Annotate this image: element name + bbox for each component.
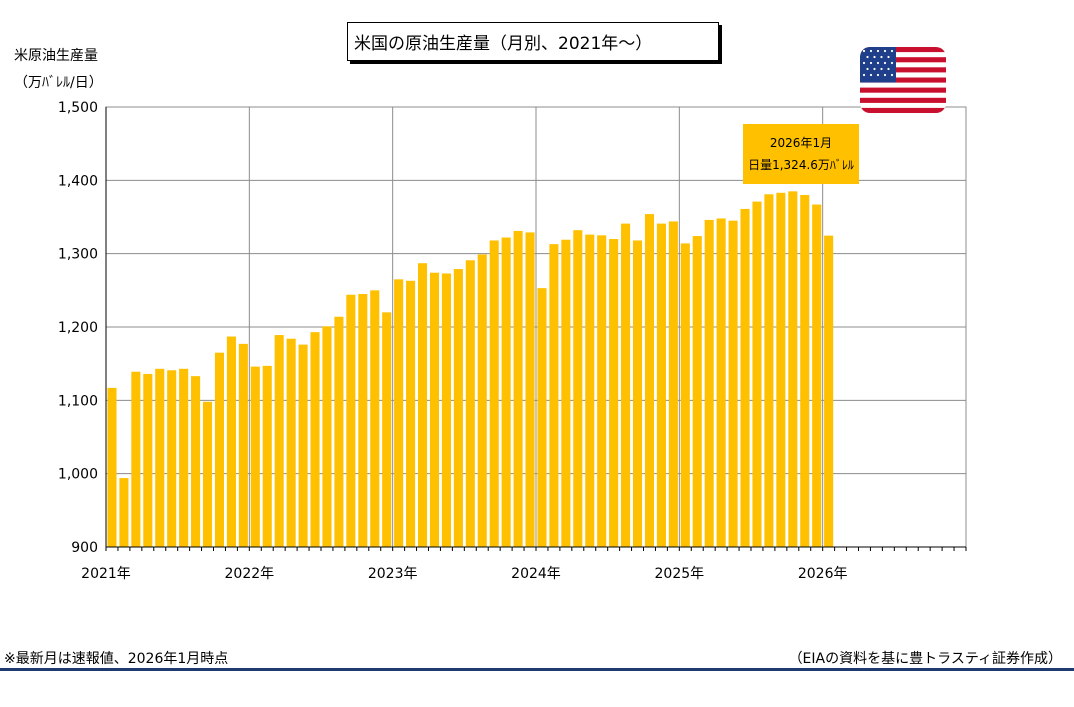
- x-tick-label: 2022年: [225, 566, 275, 582]
- bar: [429, 272, 440, 547]
- y-axis-label-line2: （万ﾊﾞﾚﾙ/日）: [14, 75, 103, 91]
- bar: [585, 234, 595, 547]
- bar: [107, 387, 117, 547]
- bar: [406, 280, 416, 547]
- y-tick-label: 1,000: [58, 467, 98, 483]
- chart-title: 米国の原油生産量（月別、2021年～）: [354, 34, 653, 54]
- bar: [812, 204, 822, 548]
- bar: [167, 370, 177, 547]
- bar: [214, 352, 225, 547]
- latest-value-callout: 2026年1月 日量1,324.6万ﾊﾞﾚﾙ: [743, 124, 859, 184]
- source-note: （EIAの資料を基に豊トラスティ証券作成）: [788, 651, 1062, 667]
- bar: [728, 220, 738, 547]
- bar: [358, 294, 368, 547]
- y-tick-label: 1,300: [58, 247, 98, 263]
- us-flag-icon: [860, 47, 946, 113]
- bar: [800, 195, 810, 547]
- footer-rule: [0, 668, 1074, 671]
- bar: [334, 316, 344, 547]
- bar: [561, 239, 571, 547]
- y-tick-label: 1,200: [58, 320, 98, 336]
- bar: [298, 344, 308, 547]
- bar: [179, 368, 189, 547]
- bar: [382, 312, 392, 547]
- bar: [310, 332, 320, 547]
- bar: [740, 208, 750, 547]
- bar: [704, 219, 714, 547]
- callout-value: 日量1,324.6万ﾊﾞﾚﾙ: [748, 158, 854, 172]
- bar: [680, 243, 690, 547]
- bar: [143, 373, 153, 547]
- bar: [286, 338, 296, 547]
- bar: [238, 343, 248, 547]
- bar: [131, 371, 141, 547]
- callout-date: 2026年1月: [769, 136, 833, 150]
- y-tick-label: 1,400: [58, 173, 98, 189]
- bar: [226, 336, 236, 547]
- bar: [262, 365, 272, 547]
- bar: [155, 368, 165, 547]
- x-tick-label: 2021年: [81, 566, 131, 582]
- x-tick-label: 2024年: [511, 566, 561, 582]
- y-axis-label-line1: 米原油生産量: [14, 48, 98, 64]
- x-tick-label: 2026年: [798, 566, 848, 582]
- bar: [776, 192, 786, 548]
- bar: [489, 240, 499, 547]
- bar: [788, 191, 798, 548]
- bar: [632, 240, 643, 547]
- bar: [764, 194, 774, 547]
- chart-title-box: 米国の原油生産量（月別、2021年～）: [347, 22, 719, 61]
- bar: [668, 221, 678, 547]
- x-tick-label: 2025年: [655, 566, 705, 582]
- bar: [453, 269, 463, 547]
- bar: [644, 214, 655, 548]
- bar: [394, 279, 404, 547]
- y-tick-label: 1,500: [58, 100, 98, 116]
- bar: [417, 263, 428, 547]
- bar: [274, 335, 284, 547]
- y-tick-label: 900: [71, 540, 98, 556]
- bar: [250, 366, 260, 547]
- bar: [656, 223, 666, 547]
- bar: [597, 235, 607, 548]
- footnote: ※最新月は速報値、2026年1月時点: [4, 651, 229, 667]
- bar: [370, 290, 380, 547]
- y-tick-label: 1,100: [58, 393, 98, 409]
- bar: [119, 478, 129, 547]
- bar: [621, 223, 631, 547]
- bar: [513, 230, 523, 547]
- bar: [322, 326, 332, 547]
- bar: [537, 288, 547, 547]
- x-tick-label: 2023年: [368, 566, 418, 582]
- bar: [752, 201, 762, 547]
- bar: [501, 237, 511, 548]
- bar: [716, 218, 726, 547]
- bar: [465, 260, 475, 547]
- bar: [824, 235, 834, 548]
- bar: [525, 232, 535, 547]
- bar: [549, 244, 559, 547]
- bar: [573, 230, 583, 547]
- bar: [202, 401, 213, 547]
- bar: [609, 239, 619, 547]
- bar: [441, 273, 451, 547]
- bar: [191, 376, 201, 547]
- bar: [477, 254, 487, 547]
- bar: [692, 236, 702, 548]
- bar: [346, 294, 356, 547]
